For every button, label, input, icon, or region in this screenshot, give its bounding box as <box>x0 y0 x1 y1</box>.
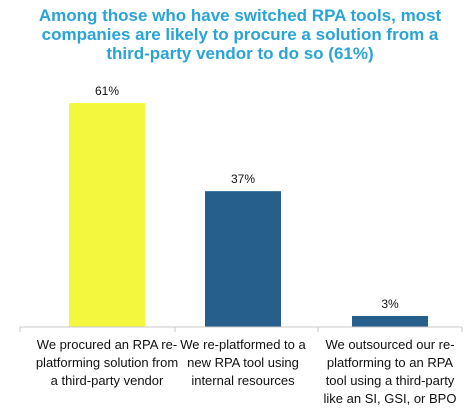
bar-1 <box>69 103 145 328</box>
category-label-line: We re-platformed to a <box>180 337 306 352</box>
category-label-line: internal resources <box>191 373 295 388</box>
category-label-1: We procured an RPA re-platforming soluti… <box>36 337 178 388</box>
category-label-line: tool using a third-party <box>326 373 455 388</box>
bar-2 <box>205 191 281 327</box>
category-label-line: new RPA tool using <box>187 355 299 370</box>
chart-title-line: third-party vendor to do so (61%) <box>106 44 374 63</box>
chart-title: Among those who have switched RPA tools,… <box>10 6 470 63</box>
category-label-line: platforming solution from <box>36 355 178 370</box>
plot-area: 61% We procured an RPA re-platforming sol… <box>19 84 463 406</box>
chart-title-line: Among those who have switched RPA tools,… <box>38 6 442 25</box>
category-label-line: platforming to an RPA <box>327 355 454 370</box>
category-label-2: We re-platformed to a new RPA tool using i… <box>180 337 306 388</box>
data-label-3: 3% <box>381 297 399 311</box>
category-label-3: We outsourced our re-platforming to an R… <box>324 337 457 406</box>
category-label-line: like an SI, GSI, or BPO <box>324 391 457 406</box>
data-label-1: 61% <box>95 84 119 98</box>
chart-title-line: companies are likely to procure a soluti… <box>41 25 439 44</box>
category-label-line: a third-party vendor <box>51 373 164 388</box>
data-label-2: 37% <box>231 172 255 186</box>
category-label-line: We procured an RPA re- <box>37 337 177 352</box>
category-label-line: We outsourced our re- <box>325 337 454 352</box>
bar-3 <box>352 315 428 327</box>
